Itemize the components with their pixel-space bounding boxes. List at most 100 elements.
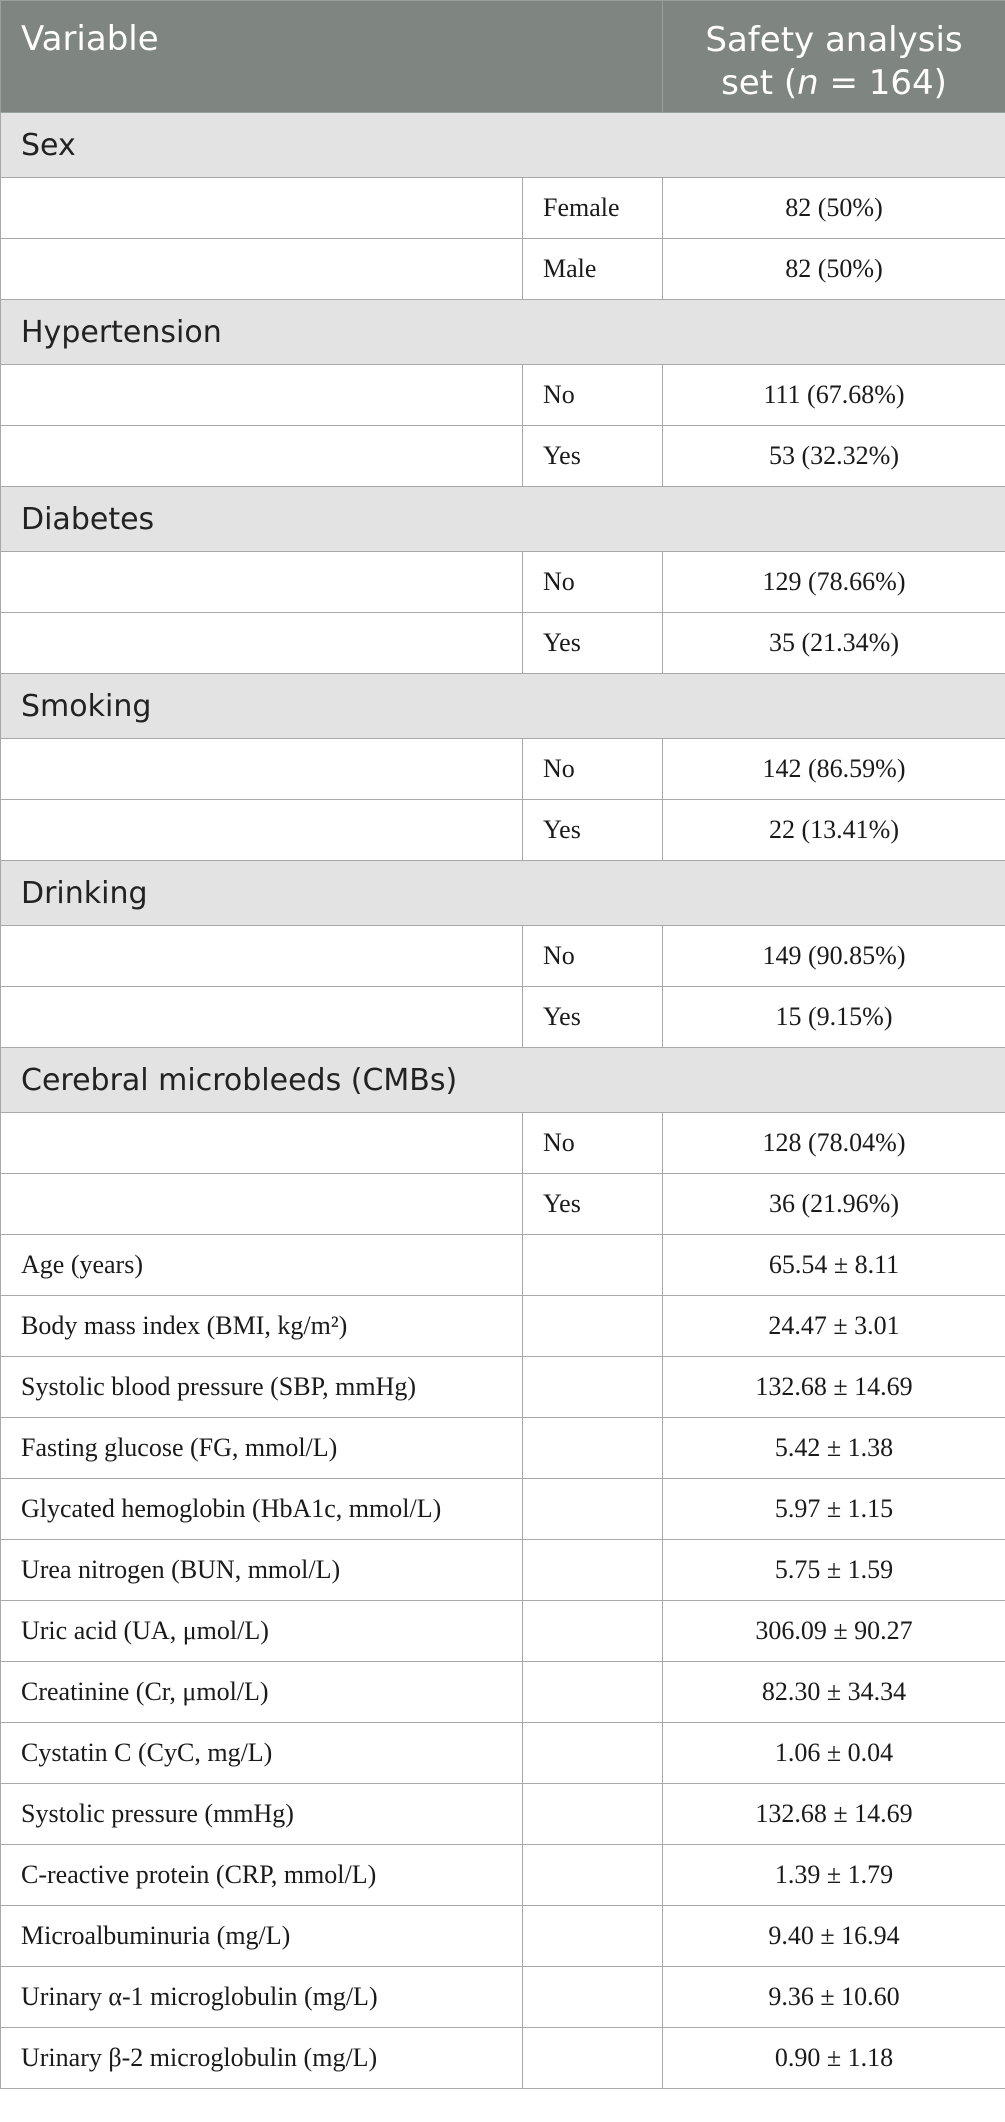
safety-set-header-prefix: set (	[721, 63, 798, 103]
empty-cell	[521, 1539, 664, 1601]
variable-cell: Uric acid (UA, μmol/L)	[0, 1600, 523, 1662]
table-row: Systolic blood pressure (SBP, mmHg) 132.6…	[0, 1356, 1005, 1418]
empty-cell	[521, 1295, 664, 1357]
table-row: Fasting glucose (FG, mmol/L) 5.42 ± 1.38	[0, 1417, 1005, 1479]
value-cell: 9.40 ± 16.94	[662, 1905, 1005, 1967]
empty-cell	[0, 1173, 523, 1235]
value-cell: 1.06 ± 0.04	[662, 1722, 1005, 1784]
empty-cell	[0, 986, 523, 1048]
value-cell: 5.75 ± 1.59	[662, 1539, 1005, 1601]
table-row: Yes 22 (13.41%)	[0, 799, 1005, 861]
empty-cell	[521, 2027, 664, 2089]
table-row: Yes 35 (21.34%)	[0, 612, 1005, 674]
value-cell: 82.30 ± 34.34	[662, 1661, 1005, 1723]
category-cell: Yes	[521, 986, 664, 1048]
section-header-row: Hypertension	[0, 299, 1005, 365]
empty-cell	[521, 1722, 664, 1784]
empty-cell	[0, 177, 523, 239]
section-title: Cerebral microbleeds (CMBs)	[0, 1047, 1005, 1113]
table-row: No 128 (78.04%)	[0, 1112, 1005, 1174]
section-header-row: Cerebral microbleeds (CMBs)	[0, 1047, 1005, 1113]
variable-cell: Microalbuminuria (mg/L)	[0, 1905, 523, 1967]
table-row: C-reactive protein (CRP, mmol/L) 1.39 ± 1…	[0, 1844, 1005, 1906]
category-cell: No	[521, 551, 664, 613]
empty-cell	[0, 364, 523, 426]
table-row: Uric acid (UA, μmol/L) 306.09 ± 90.27	[0, 1600, 1005, 1662]
table-row: Yes 15 (9.15%)	[0, 986, 1005, 1048]
value-cell: 142 (86.59%)	[662, 738, 1005, 800]
value-cell: 111 (67.68%)	[662, 364, 1005, 426]
table-row: Urea nitrogen (BUN, mmol/L) 5.75 ± 1.59	[0, 1539, 1005, 1601]
empty-cell	[521, 1844, 664, 1906]
empty-cell	[0, 238, 523, 300]
table-row: No 129 (78.66%)	[0, 551, 1005, 613]
value-cell: 82 (50%)	[662, 238, 1005, 300]
variable-cell: Body mass index (BMI, kg/m²)	[0, 1295, 523, 1357]
category-cell: Female	[521, 177, 664, 239]
empty-cell	[0, 551, 523, 613]
category-cell: Yes	[521, 1173, 664, 1235]
section-title: Sex	[0, 112, 1005, 178]
empty-cell	[521, 1478, 664, 1540]
empty-cell	[521, 1417, 664, 1479]
value-cell: 15 (9.15%)	[662, 986, 1005, 1048]
section-header-row: Sex	[0, 112, 1005, 178]
safety-set-header-line1: Safety analysis	[705, 20, 963, 60]
empty-cell	[521, 1661, 664, 1723]
empty-cell	[0, 612, 523, 674]
empty-cell	[521, 1905, 664, 1967]
value-cell: 22 (13.41%)	[662, 799, 1005, 861]
empty-cell	[521, 1600, 664, 1662]
table-row: Yes 36 (21.96%)	[0, 1173, 1005, 1235]
value-cell: 9.36 ± 10.60	[662, 1966, 1005, 2028]
section-title: Diabetes	[0, 486, 1005, 552]
variable-cell: Urea nitrogen (BUN, mmol/L)	[0, 1539, 523, 1601]
table-row: Yes 53 (32.32%)	[0, 425, 1005, 487]
table-body: Sex Female 82 (50%) Male 82 (50%) Hypertensio…	[0, 112, 1005, 2089]
section-title: Hypertension	[0, 299, 1005, 365]
safety-set-header-n: n	[797, 63, 819, 103]
variable-cell: Glycated hemoglobin (HbA1c, mmol/L)	[0, 1478, 523, 1540]
table-row: Male 82 (50%)	[0, 238, 1005, 300]
variable-cell: Urinary α-1 microglobulin (mg/L)	[0, 1966, 523, 2028]
value-cell: 149 (90.85%)	[662, 925, 1005, 987]
category-cell: No	[521, 738, 664, 800]
empty-cell	[521, 1356, 664, 1418]
category-cell: Male	[521, 238, 664, 300]
category-cell: No	[521, 364, 664, 426]
table-row: Urinary β-2 microglobulin (mg/L) 0.90 ± 1…	[0, 2027, 1005, 2089]
value-cell: 5.97 ± 1.15	[662, 1478, 1005, 1540]
category-cell: Yes	[521, 425, 664, 487]
variable-cell: Urinary β-2 microglobulin (mg/L)	[0, 2027, 523, 2089]
table-row: Body mass index (BMI, kg/m²) 24.47 ± 3.01	[0, 1295, 1005, 1357]
value-cell: 306.09 ± 90.27	[662, 1600, 1005, 1662]
variable-cell: C-reactive protein (CRP, mmol/L)	[0, 1844, 523, 1906]
empty-cell	[521, 1966, 664, 2028]
value-cell: 129 (78.66%)	[662, 551, 1005, 613]
section-title: Drinking	[0, 860, 1005, 926]
variable-cell: Cystatin C (CyC, mg/L)	[0, 1722, 523, 1784]
value-cell: 0.90 ± 1.18	[662, 2027, 1005, 2089]
empty-cell	[0, 425, 523, 487]
safety-set-header: Safety analysis set (n = 164)	[662, 0, 1005, 113]
section-title: Smoking	[0, 673, 1005, 739]
empty-cell	[0, 925, 523, 987]
empty-cell	[521, 1234, 664, 1296]
table-row: Female 82 (50%)	[0, 177, 1005, 239]
safety-set-header-suffix: = 164)	[818, 63, 947, 103]
value-cell: 132.68 ± 14.69	[662, 1783, 1005, 1845]
value-cell: 65.54 ± 8.11	[662, 1234, 1005, 1296]
table-row: No 142 (86.59%)	[0, 738, 1005, 800]
value-cell: 36 (21.96%)	[662, 1173, 1005, 1235]
table-row: Microalbuminuria (mg/L) 9.40 ± 16.94	[0, 1905, 1005, 1967]
category-cell: No	[521, 925, 664, 987]
value-cell: 53 (32.32%)	[662, 425, 1005, 487]
header-row: Variable Safety analysis set (n = 164)	[0, 0, 1005, 113]
section-header-row: Drinking	[0, 860, 1005, 926]
section-header-row: Diabetes	[0, 486, 1005, 552]
variable-cell: Fasting glucose (FG, mmol/L)	[0, 1417, 523, 1479]
table-row: Urinary α-1 microglobulin (mg/L) 9.36 ± 1…	[0, 1966, 1005, 2028]
value-cell: 82 (50%)	[662, 177, 1005, 239]
table-row: Age (years) 65.54 ± 8.11	[0, 1234, 1005, 1296]
